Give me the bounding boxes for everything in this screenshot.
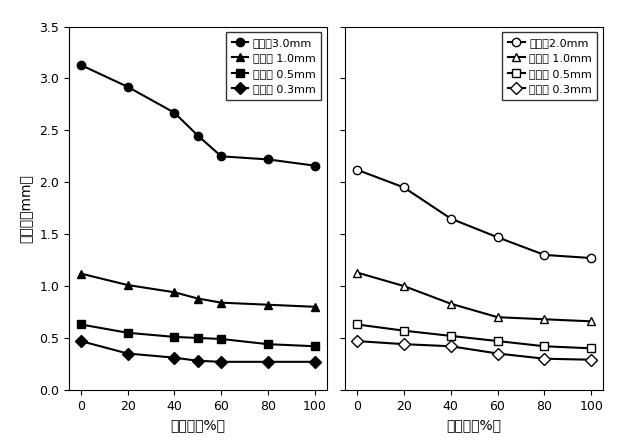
아크릴 1.0mm <box>400 284 408 289</box>
아크릴2.0mm <box>541 252 548 257</box>
우레탄 0.5mm <box>264 342 272 347</box>
우레탄 0.3mm <box>77 338 85 344</box>
아크릴 0.3mm <box>447 344 455 349</box>
아크릴2.0mm <box>354 167 361 172</box>
우레탄 0.3mm <box>194 358 202 363</box>
우레탄 0.5mm <box>171 334 178 340</box>
아크릴 0.5mm <box>541 344 548 349</box>
우레탄3.0mm <box>311 163 318 168</box>
우레탄 0.3mm <box>311 359 318 365</box>
우레탄 1.0mm <box>264 302 272 307</box>
Legend: 아크릴2.0mm, 아크릴 1.0mm, 아크릴 0.5mm, 아크릴 0.3mm: 아크릴2.0mm, 아크릴 1.0mm, 아크릴 0.5mm, 아크릴 0.3m… <box>502 32 597 100</box>
우레탄3.0mm <box>124 84 131 89</box>
아크릴 0.3mm <box>400 342 408 347</box>
아크릴 1.0mm <box>587 319 595 324</box>
Line: 아크릴 0.3mm: 아크릴 0.3mm <box>353 337 595 364</box>
우레탄 0.5mm <box>217 336 225 342</box>
아크릴 0.5mm <box>354 322 361 327</box>
우레탄 0.3mm <box>217 359 225 365</box>
아크릴 1.0mm <box>494 315 501 320</box>
우레탄 0.3mm <box>124 351 131 356</box>
우레탄 1.0mm <box>311 304 318 310</box>
X-axis label: 신장률（%）: 신장률（%） <box>447 418 502 432</box>
아크릴 0.5mm <box>447 333 455 338</box>
아크릴 0.5mm <box>400 328 408 333</box>
Y-axis label: 막두께（mm）: 막두께（mm） <box>20 174 34 243</box>
Line: 우레탄 0.5mm: 우레탄 0.5mm <box>77 320 319 350</box>
우레탄 0.5mm <box>311 344 318 349</box>
Legend: 우레탄3.0mm, 우레탄 1.0mm, 우레탄 0.5mm, 우레탄 0.3mm: 우레탄3.0mm, 우레탄 1.0mm, 우레탄 0.5mm, 우레탄 0.3m… <box>226 32 321 100</box>
Line: 아크릴 0.5mm: 아크릴 0.5mm <box>353 320 595 353</box>
아크릴 0.3mm <box>354 338 361 344</box>
아크릴2.0mm <box>400 185 408 190</box>
아크릴2.0mm <box>587 255 595 260</box>
Line: 아크릴 1.0mm: 아크릴 1.0mm <box>353 268 595 326</box>
우레탄 1.0mm <box>124 282 131 288</box>
우레탄 1.0mm <box>171 290 178 295</box>
우레탄 0.5mm <box>194 335 202 341</box>
X-axis label: 신장률（%）: 신장률（%） <box>170 418 225 432</box>
아크릴 1.0mm <box>541 317 548 322</box>
아크릴2.0mm <box>494 235 501 240</box>
우레탄 0.5mm <box>77 322 85 327</box>
Line: 우레탄 0.3mm: 우레탄 0.3mm <box>77 337 319 366</box>
아크릴 1.0mm <box>354 270 361 275</box>
아크릴 0.3mm <box>541 356 548 361</box>
우레탄 1.0mm <box>217 300 225 305</box>
아크릴 0.5mm <box>494 338 501 344</box>
아크릴2.0mm <box>447 216 455 221</box>
우레탄 0.3mm <box>264 359 272 365</box>
아크릴 0.5mm <box>587 346 595 351</box>
우레탄3.0mm <box>171 110 178 115</box>
우레탄 1.0mm <box>77 271 85 276</box>
우레탄3.0mm <box>264 157 272 162</box>
우레탄3.0mm <box>217 154 225 159</box>
아크릴 1.0mm <box>447 301 455 307</box>
우레탄3.0mm <box>194 133 202 138</box>
우레탄3.0mm <box>77 62 85 68</box>
우레탄 1.0mm <box>194 296 202 301</box>
Line: 우레탄 1.0mm: 우레탄 1.0mm <box>77 269 319 311</box>
우레탄 0.5mm <box>124 330 131 335</box>
Line: 우레탄3.0mm: 우레탄3.0mm <box>77 61 319 170</box>
우레탄 0.3mm <box>171 355 178 360</box>
Line: 아크릴2.0mm: 아크릴2.0mm <box>353 166 595 262</box>
아크릴 0.3mm <box>494 351 501 356</box>
아크릴 0.3mm <box>587 357 595 362</box>
